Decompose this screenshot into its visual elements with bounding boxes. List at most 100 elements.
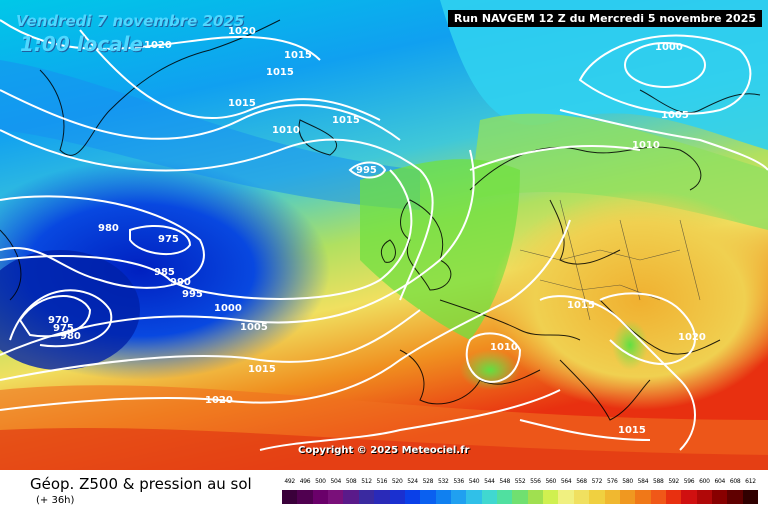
scale-swatch [604, 490, 620, 504]
scale-swatch [573, 490, 590, 504]
scale-value: 572 [591, 478, 603, 485]
scale-swatch [450, 490, 467, 504]
blue-jet-band [0, 60, 420, 210]
isobar-label: 1020 [678, 332, 706, 343]
scale-swatch [404, 490, 421, 504]
scale-value: 588 [653, 478, 664, 485]
isobar-label: 1000 [655, 42, 683, 53]
iberia-green-spot [460, 350, 520, 390]
scale-swatch [589, 490, 605, 504]
scale-value: 600 [699, 478, 710, 485]
scale-swatch [466, 490, 482, 504]
isobar-label: 970 [48, 315, 69, 326]
green-tongue [360, 159, 520, 340]
scale-value: 576 [606, 478, 618, 485]
scale-swatch [497, 490, 513, 504]
isobar-label: 1015 [618, 425, 646, 436]
scale-value: 496 [299, 478, 311, 485]
isobar-label: 1015 [567, 300, 595, 311]
isobar-label: 1015 [266, 67, 294, 78]
scale-swatch [619, 490, 636, 504]
scale-swatch [635, 490, 651, 504]
scale-value: 552 [514, 478, 526, 485]
scale-swatch [297, 490, 313, 504]
isobar-label: 1020 [205, 395, 233, 406]
coastlines [0, 19, 761, 421]
isobar-label: 990 [170, 277, 191, 288]
scale-value: 500 [315, 478, 326, 485]
scale-value: 532 [437, 478, 449, 485]
scale-swatch [374, 490, 390, 504]
isobar-label: 1020 [144, 40, 172, 51]
scale-value: 596 [683, 478, 695, 485]
southern-red-band [0, 427, 768, 470]
isobar-label: 1005 [240, 322, 268, 333]
scale-value: 564 [560, 478, 572, 485]
scale-value: 512 [361, 478, 372, 485]
scale-value: 580 [622, 478, 633, 485]
isobar-label: 980 [60, 331, 81, 342]
scale-value: 612 [745, 478, 756, 485]
scale-value: 536 [453, 478, 464, 485]
scale-value: 604 [714, 478, 726, 485]
scale-value: 516 [376, 478, 388, 485]
scale-swatch [681, 490, 697, 504]
isobar-labels: 1020 1020 1015 1015 1015 1010 1015 995 9… [48, 26, 706, 436]
scale-swatch [558, 490, 574, 504]
scale-swatch [282, 490, 298, 504]
forecast-hours: (+ 36h) [36, 495, 75, 506]
isobar-label: 1010 [272, 125, 300, 136]
isobar-label: 985 [154, 267, 175, 278]
scale-swatch [527, 490, 544, 504]
scale-swatch [420, 490, 436, 504]
isobar-label: 1010 [632, 140, 660, 151]
isobar-label: 1015 [332, 115, 360, 126]
balkan-green-spot [612, 320, 648, 370]
atlantic-low-inner [0, 250, 140, 370]
isobar-label: 995 [182, 289, 203, 300]
isobar-label: 975 [53, 323, 74, 334]
color-scale: 492 496 500 504 508 512 516 520 524 528 532 536 540 5… [282, 478, 759, 508]
forecast-date: Vendredi 7 novembre 2025 [16, 12, 245, 30]
scale-value: 508 [345, 478, 357, 485]
scale-value: 528 [422, 478, 434, 485]
isobar-label: 1010 [490, 342, 518, 353]
scale-value: 520 [391, 478, 403, 485]
isobar-label: 1015 [248, 364, 276, 375]
isobar-label: 1015 [228, 98, 256, 109]
scale-value: 556 [530, 478, 541, 485]
scale-value: 544 [484, 478, 495, 485]
isobar-label: 1020 [228, 26, 256, 37]
legend-bar: Géop. Z500 & pression au sol (+ 36h) 492… [0, 470, 768, 512]
scale-value: 524 [407, 478, 418, 485]
color-scale-swatches [282, 490, 759, 504]
scale-swatch [358, 490, 375, 504]
forecast-time: 1:00 locale [20, 32, 144, 56]
isobar-label: 1015 [284, 50, 312, 61]
scale-swatch [665, 490, 682, 504]
scale-swatch [727, 490, 743, 504]
scale-swatch [328, 490, 344, 504]
scale-value: 492 [284, 478, 295, 485]
color-scale-labels: 492 496 500 504 508 512 516 520 524 528 532 536 540 5… [282, 478, 758, 488]
scale-swatch [712, 490, 728, 504]
scale-value: 568 [576, 478, 587, 485]
model-run-label: Run NAVGEM 12 Z du Mercredi 5 novembre 2… [447, 10, 762, 27]
isobar-label: 975 [158, 234, 179, 245]
scale-value: 560 [545, 478, 557, 485]
scale-value: 584 [637, 478, 649, 485]
scale-swatch [543, 490, 559, 504]
isobars [0, 19, 768, 451]
scale-value: 608 [729, 478, 741, 485]
copyright-notice: Copyright © 2025 Meteociel.fr [298, 445, 470, 456]
scale-value: 504 [330, 478, 342, 485]
weather-map: 1020 1020 1015 1015 1015 1010 1015 995 9… [0, 0, 768, 470]
isobar-label: 980 [98, 223, 119, 234]
scale-value: 540 [468, 478, 480, 485]
scale-swatch [650, 490, 666, 504]
scale-swatch [343, 490, 359, 504]
scale-swatch [742, 490, 759, 504]
scale-value: 548 [499, 478, 510, 485]
scale-value: 592 [668, 478, 679, 485]
